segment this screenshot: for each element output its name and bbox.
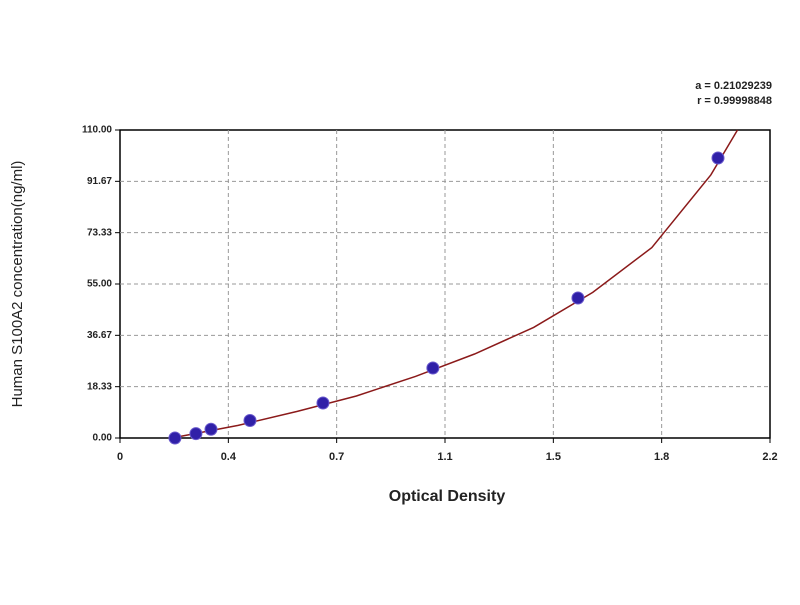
y-tick-label: 18.33	[87, 381, 112, 392]
data-point	[316, 396, 330, 410]
y-tick-label: 0.00	[93, 433, 113, 444]
y-tick-label: 55.00	[87, 279, 112, 290]
annotation: r = 0.99998848	[697, 95, 772, 107]
fit-line	[178, 129, 739, 438]
x-tick-label: 1.1	[437, 451, 452, 463]
data-point	[204, 422, 218, 436]
data-point	[711, 151, 725, 165]
x-tick-label: 0.4	[221, 451, 237, 463]
x-tick-label: 0.7	[329, 451, 344, 463]
y-tick-label: 91.67	[87, 176, 112, 187]
x-tick-label: 1.5	[546, 451, 561, 463]
x-tick-label: 1.8	[654, 451, 669, 463]
y-axis-label: Human S100A2 concentration(ng/ml)	[9, 161, 26, 408]
x-axis-label: Optical Density	[389, 488, 506, 505]
y-tick-label: 36.67	[87, 330, 112, 341]
data-point	[243, 414, 257, 427]
data-point	[571, 291, 585, 305]
y-tick-label: 73.33	[87, 227, 112, 238]
data-point	[189, 427, 203, 441]
data-point	[168, 431, 182, 445]
x-tick-label: 0	[117, 451, 123, 463]
y-tick-label: 110.00	[82, 125, 112, 136]
data-point	[426, 361, 440, 375]
x-tick-label: 2.2	[762, 451, 777, 463]
annotation: a = 0.21029239	[695, 80, 772, 92]
